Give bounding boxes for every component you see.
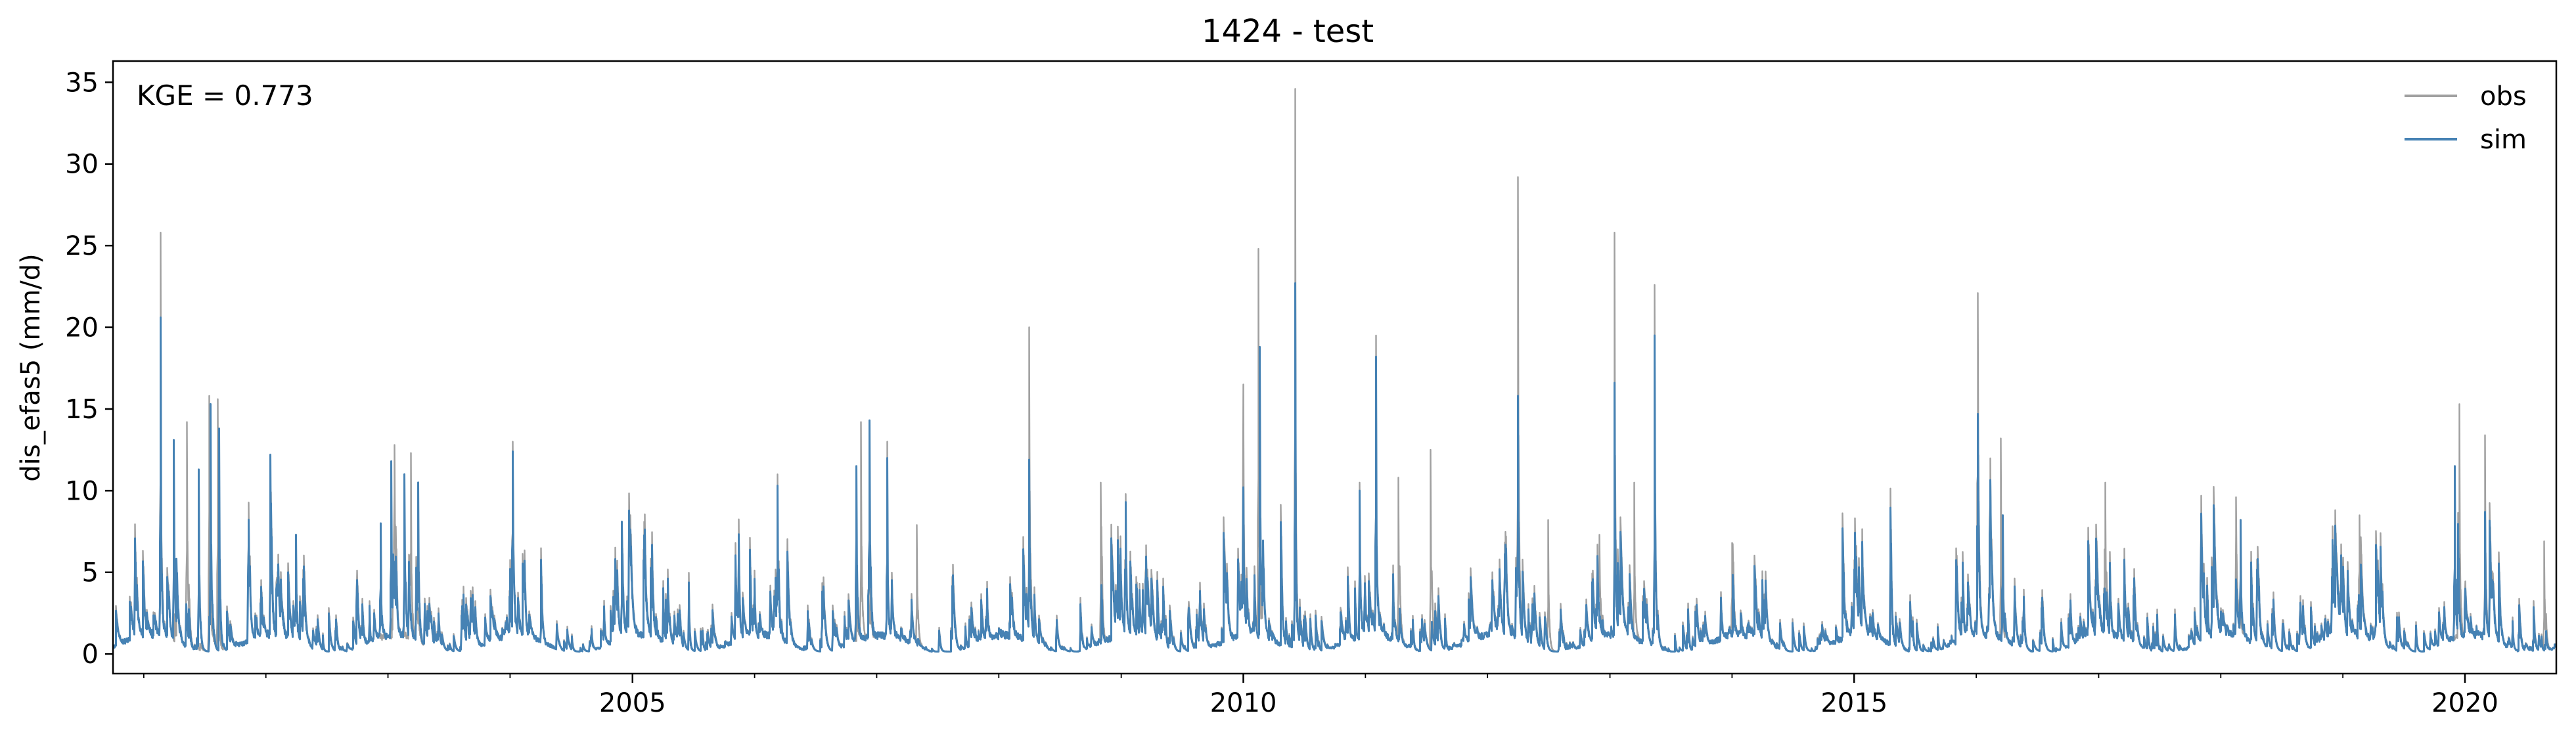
plot-frame: [112, 60, 2558, 675]
series-line-sim: [112, 282, 2557, 653]
y-tick-label: 15: [65, 395, 99, 425]
legend-sim-label: sim: [2480, 125, 2527, 155]
series-sim: [112, 282, 2557, 653]
y-tick-label: 30: [65, 150, 99, 180]
x-tick-label: 2010: [1210, 688, 1277, 718]
x-tick-label: 2020: [2431, 688, 2498, 718]
legend-obs-label: obs: [2480, 81, 2527, 112]
y-axis-label: dis_efas5 (mm/d): [16, 253, 46, 482]
plot-area: [112, 88, 2557, 653]
y-axis: 0 5 10 15 20 25 30 35: [65, 68, 113, 670]
kge-annotation: KGE = 0.773: [137, 79, 313, 112]
y-tick-label: 10: [65, 476, 99, 506]
legend: obs sim: [2405, 81, 2527, 155]
y-tick-label: 35: [65, 68, 99, 98]
y-tick-label: 25: [65, 231, 99, 261]
x-tick-label: 2015: [1820, 688, 1887, 718]
y-tick-label: 20: [65, 313, 99, 343]
y-tick-label: 0: [82, 639, 99, 670]
x-axis: 2005 2010 2015 2020: [143, 674, 2498, 718]
x-tick-label: 2005: [599, 688, 666, 718]
y-tick-label: 5: [82, 558, 99, 588]
chart-title: 1424 - test: [1202, 13, 1374, 50]
